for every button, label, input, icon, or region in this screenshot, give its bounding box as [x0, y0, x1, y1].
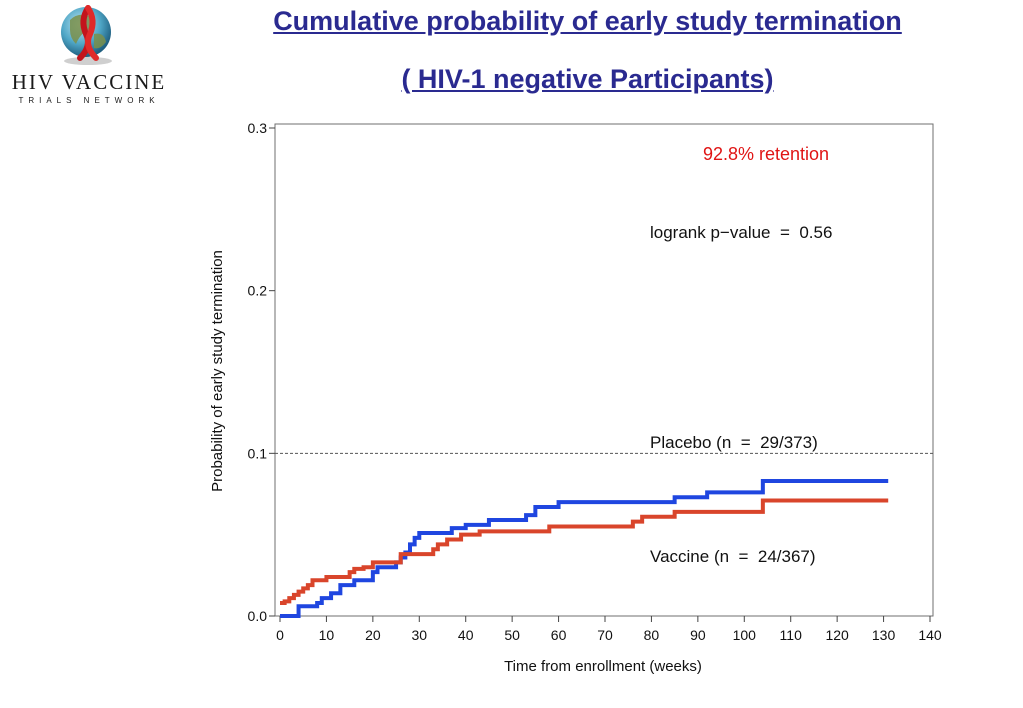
x-tick-label: 10	[319, 627, 335, 643]
placebo-label: Placebo (n = 29/373)	[650, 433, 818, 452]
page-title-line2: ( HIV-1 negative Participants)	[401, 64, 774, 94]
x-tick-label: 30	[411, 627, 427, 643]
series-line-2	[280, 498, 889, 605]
globe-ribbon-icon	[61, 5, 112, 65]
logo-name: HIV VACCINE	[11, 70, 167, 94]
x-axis-label: Time from enrollment (weeks)	[504, 658, 702, 675]
vaccine-label: Vaccine (n = 24/367)	[650, 547, 816, 566]
y-tick-label: 0.1	[248, 445, 268, 461]
axes: 0 10 20 30 40 50 60 70 80 90 100 110 120 130 140 0.0 0.1…	[248, 120, 942, 643]
series-line-1	[280, 478, 889, 618]
y-tick-label: 0.2	[248, 283, 268, 299]
x-tick-label: 20	[365, 627, 381, 643]
retention-annotation: 92.8% retention	[703, 144, 829, 164]
hvtn-logo: HIV VACCINE TRIALS NETWORK	[0, 0, 180, 110]
plot-frame	[274, 123, 934, 617]
x-tick-label: 60	[551, 627, 567, 643]
series-layer	[280, 478, 889, 618]
x-tick-label: 90	[690, 627, 706, 643]
logo-subtitle: TRIALS NETWORK	[18, 96, 160, 105]
x-tick-label: 100	[733, 627, 757, 643]
x-tick-label: 130	[872, 627, 896, 643]
logrank-annotation: logrank p−value = 0.56	[650, 223, 832, 242]
x-tick-label: 50	[504, 627, 520, 643]
x-tick-label: 110	[780, 627, 803, 643]
y-tick-label: 0.3	[248, 120, 268, 136]
x-tick-label: 120	[825, 627, 849, 643]
y-tick-label: 0.0	[248, 608, 268, 624]
x-tick-label: 140	[918, 627, 942, 643]
x-tick-label: 70	[597, 627, 613, 643]
x-tick-label: 0	[276, 627, 284, 643]
page-title-line1: Cumulative probability of early study te…	[273, 6, 902, 36]
x-tick-label: 40	[458, 627, 474, 643]
y-axis-label: Probability of early study termination	[209, 250, 226, 492]
x-tick-label: 80	[644, 627, 660, 643]
